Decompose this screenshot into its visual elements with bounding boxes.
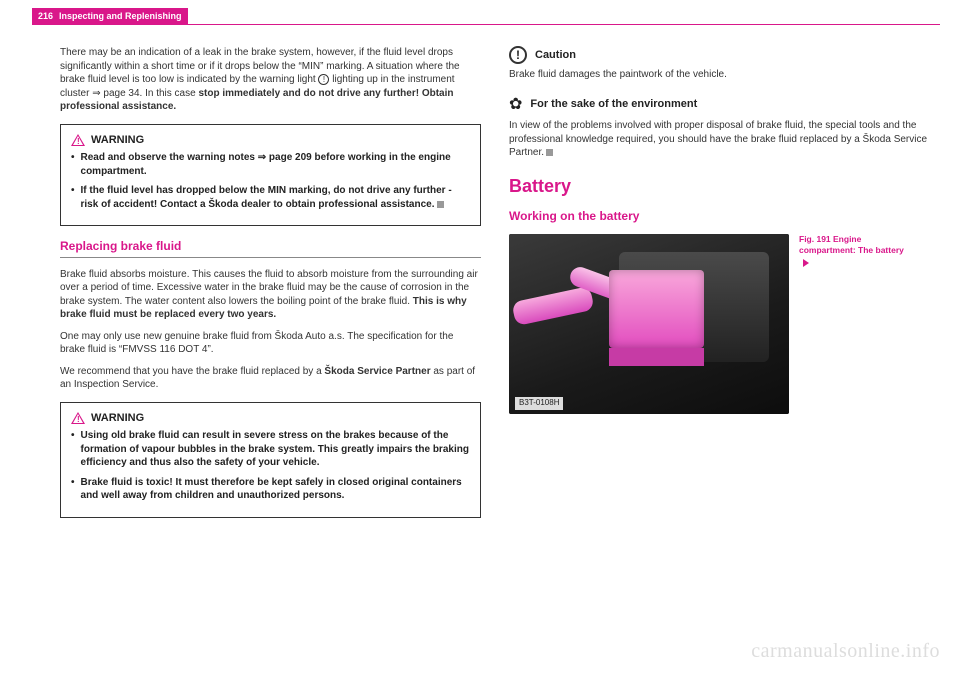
image-tag: B3T-0108H (515, 397, 563, 410)
caution-head: ! Caution (509, 46, 930, 64)
left-column: There may be an indication of a leak in … (60, 46, 481, 530)
replace-p2: One may only use new genuine brake fluid… (60, 330, 481, 357)
battery-subheading: Working on the battery (509, 208, 930, 224)
warning-triangle-icon: ! (71, 134, 85, 146)
watermark: carmanualsonline.info (751, 638, 940, 665)
header-rule (32, 24, 940, 25)
replace-p3a: We recommend that you have the brake flu… (60, 366, 324, 377)
warning1-bullet-2: • If the fluid level has dropped below t… (71, 184, 470, 211)
replace-p3b: Škoda Service Partner (324, 366, 430, 377)
engine-compartment-image: B3T-0108H (509, 234, 789, 414)
warning2-text-1: Using old brake fluid can result in seve… (81, 429, 470, 470)
content-columns: There may be an indication of a leak in … (0, 32, 960, 540)
bullet-dot: • (71, 429, 75, 470)
figure-caption: Fig. 191 Engine compartment: The battery (799, 234, 909, 256)
page-header: 216 Inspecting and Replenishing (0, 0, 960, 32)
env-head: ✿ For the sake of the environment (509, 94, 930, 116)
environment-icon: ✿ (509, 94, 522, 116)
caution-text: Brake fluid damages the paintwork of the… (509, 68, 930, 82)
section-title: Inspecting and Replenishing (59, 10, 182, 22)
continue-arrow-icon (803, 259, 809, 267)
warning-head-1: ! WARNING (71, 133, 470, 148)
warning2-bullet-1: • Using old brake fluid can result in se… (71, 429, 470, 470)
warning1-text-1: Read and observe the warning notes ⇒ pag… (81, 151, 470, 178)
bullet-dot: • (71, 476, 75, 503)
section-rule (60, 257, 481, 258)
bullet-dot: • (71, 151, 75, 178)
replace-p3: We recommend that you have the brake flu… (60, 365, 481, 392)
warning-box-1: ! WARNING • Read and observe the warning… (60, 124, 481, 227)
warning-title-2: WARNING (91, 411, 144, 426)
warning-head-2: ! WARNING (71, 411, 470, 426)
page-number: 216 (38, 10, 53, 22)
warning-triangle-icon: ! (71, 412, 85, 424)
warning2-text-2: Brake fluid is toxic! It must therefore … (81, 476, 470, 503)
env-text-span: In view of the problems involved with pr… (509, 120, 927, 158)
figure-caption-wrap: Fig. 191 Engine compartment: The battery (799, 234, 909, 270)
warning-light-icon: ! (318, 74, 329, 85)
replace-p1: Brake fluid absorbs moisture. This cause… (60, 268, 481, 322)
warning-box-2: ! WARNING • Using old brake fluid can re… (60, 402, 481, 518)
warning1-bullet-1: • Read and observe the warning notes ⇒ p… (71, 151, 470, 178)
figure-wrap: B3T-0108H Fig. 191 Engine compartment: T… (509, 234, 930, 414)
battery-heading: Battery (509, 174, 930, 198)
env-text: In view of the problems involved with pr… (509, 119, 930, 160)
bullet-dot: • (71, 184, 75, 211)
right-column: ! Caution Brake fluid damages the paintw… (509, 46, 930, 530)
page-tab: 216 Inspecting and Replenishing (32, 8, 188, 24)
warning-title-1: WARNING (91, 133, 144, 148)
caution-icon: ! (509, 46, 527, 64)
warning1-text-2: If the fluid level has dropped below the… (81, 184, 470, 211)
end-square-icon (546, 149, 553, 156)
replace-heading: Replacing brake fluid (60, 238, 481, 254)
warning2-bullet-2: • Brake fluid is toxic! It must therefor… (71, 476, 470, 503)
caution-title: Caution (535, 48, 576, 63)
env-title: For the sake of the environment (530, 97, 697, 112)
intro-paragraph: There may be an indication of a leak in … (60, 46, 481, 114)
end-square-icon (437, 201, 444, 208)
